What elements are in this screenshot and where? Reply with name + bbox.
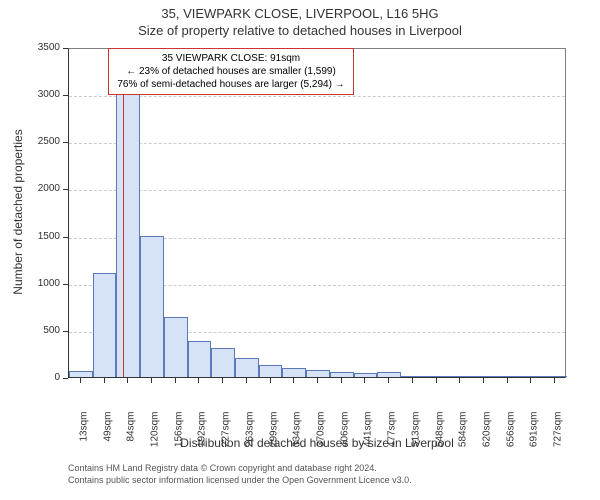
gridline <box>69 190 565 191</box>
x-tick-mark <box>364 378 365 383</box>
x-tick-mark <box>198 378 199 383</box>
histogram-bar <box>164 317 188 377</box>
x-tick-mark <box>222 378 223 383</box>
y-tick-label: 3500 <box>28 42 60 53</box>
y-tick-label: 500 <box>28 325 60 336</box>
x-tick-label: 406sqm <box>339 412 350 460</box>
histogram-bar <box>401 376 425 377</box>
x-tick-label: 263sqm <box>244 412 255 460</box>
page-title-line1: 35, VIEWPARK CLOSE, LIVERPOOL, L16 5HG <box>0 6 600 21</box>
footer-attribution: Contains HM Land Registry data © Crown c… <box>68 463 412 486</box>
x-tick-label: 513sqm <box>410 412 421 460</box>
histogram-bar <box>543 376 567 377</box>
x-tick-mark <box>127 378 128 383</box>
x-tick-label: 227sqm <box>221 412 232 460</box>
x-tick-mark <box>270 378 271 383</box>
x-tick-label: 727sqm <box>553 412 564 460</box>
histogram-bar <box>282 368 306 377</box>
x-tick-mark <box>293 378 294 383</box>
x-tick-label: 548sqm <box>434 412 445 460</box>
histogram-bar <box>496 376 520 377</box>
gridline <box>69 143 565 144</box>
x-tick-label: 120sqm <box>150 412 161 460</box>
chart-plot-area <box>68 48 566 378</box>
histogram-bar <box>377 372 401 377</box>
x-tick-label: 370sqm <box>316 412 327 460</box>
annotation-line1: 35 VIEWPARK CLOSE: 91sqm <box>115 52 347 65</box>
histogram-bar <box>93 273 117 377</box>
y-tick-mark <box>63 142 68 143</box>
x-tick-label: 656sqm <box>505 412 516 460</box>
histogram-bar <box>472 376 496 377</box>
y-tick-mark <box>63 331 68 332</box>
gridline <box>69 96 565 97</box>
y-tick-mark <box>63 284 68 285</box>
y-tick-mark <box>63 237 68 238</box>
x-tick-mark <box>317 378 318 383</box>
x-tick-mark <box>80 378 81 383</box>
histogram-bar <box>211 348 235 377</box>
x-tick-mark <box>459 378 460 383</box>
x-tick-mark <box>388 378 389 383</box>
x-tick-label: 334sqm <box>292 412 303 460</box>
y-tick-label: 2000 <box>28 183 60 194</box>
x-tick-label: 477sqm <box>387 412 398 460</box>
x-tick-mark <box>436 378 437 383</box>
y-tick-label: 1000 <box>28 278 60 289</box>
annotation-line2: ← 23% of detached houses are smaller (1,… <box>115 65 347 78</box>
x-tick-label: 156sqm <box>173 412 184 460</box>
page-title-line2: Size of property relative to detached ho… <box>0 23 600 38</box>
y-tick-label: 2500 <box>28 136 60 147</box>
x-tick-mark <box>175 378 176 383</box>
histogram-bar <box>520 376 544 377</box>
x-tick-mark <box>151 378 152 383</box>
x-tick-mark <box>246 378 247 383</box>
x-tick-label: 192sqm <box>197 412 208 460</box>
y-tick-label: 1500 <box>28 231 60 242</box>
histogram-bar <box>188 341 212 377</box>
y-tick-mark <box>63 378 68 379</box>
histogram-bar <box>259 365 283 377</box>
y-tick-mark <box>63 48 68 49</box>
y-axis-label: Number of detached properties <box>11 112 25 312</box>
annotation-box: 35 VIEWPARK CLOSE: 91sqm ← 23% of detach… <box>108 48 354 95</box>
histogram-bar <box>448 376 472 377</box>
x-tick-mark <box>104 378 105 383</box>
histogram-bar <box>235 358 259 377</box>
y-tick-mark <box>63 95 68 96</box>
x-tick-label: 441sqm <box>363 412 374 460</box>
x-tick-mark <box>530 378 531 383</box>
histogram-bar <box>425 376 449 377</box>
x-tick-mark <box>412 378 413 383</box>
x-tick-label: 691sqm <box>529 412 540 460</box>
x-tick-mark <box>554 378 555 383</box>
x-tick-label: 13sqm <box>78 412 89 460</box>
histogram-bar <box>69 371 93 377</box>
marker-line <box>123 49 124 377</box>
x-tick-label: 49sqm <box>102 412 113 460</box>
x-tick-mark <box>507 378 508 383</box>
y-tick-label: 3000 <box>28 89 60 100</box>
y-tick-label: 0 <box>28 372 60 383</box>
footer-line2: Contains public sector information licen… <box>68 475 412 487</box>
x-tick-mark <box>341 378 342 383</box>
histogram-bar <box>330 372 354 377</box>
x-tick-label: 620sqm <box>482 412 493 460</box>
histogram-bar <box>354 373 378 377</box>
histogram-bar <box>306 370 330 377</box>
footer-line1: Contains HM Land Registry data © Crown c… <box>68 463 412 475</box>
y-tick-mark <box>63 189 68 190</box>
annotation-line3: 76% of semi-detached houses are larger (… <box>115 78 347 91</box>
x-tick-label: 584sqm <box>458 412 469 460</box>
x-tick-label: 299sqm <box>268 412 279 460</box>
histogram-bar <box>116 75 140 377</box>
histogram-bar <box>140 236 164 377</box>
x-tick-label: 84sqm <box>126 412 137 460</box>
x-tick-mark <box>483 378 484 383</box>
